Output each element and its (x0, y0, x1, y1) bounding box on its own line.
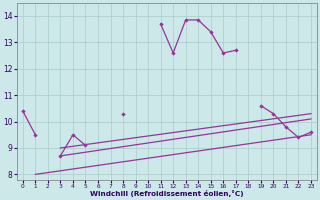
X-axis label: Windchill (Refroidissement éolien,°C): Windchill (Refroidissement éolien,°C) (90, 190, 244, 197)
